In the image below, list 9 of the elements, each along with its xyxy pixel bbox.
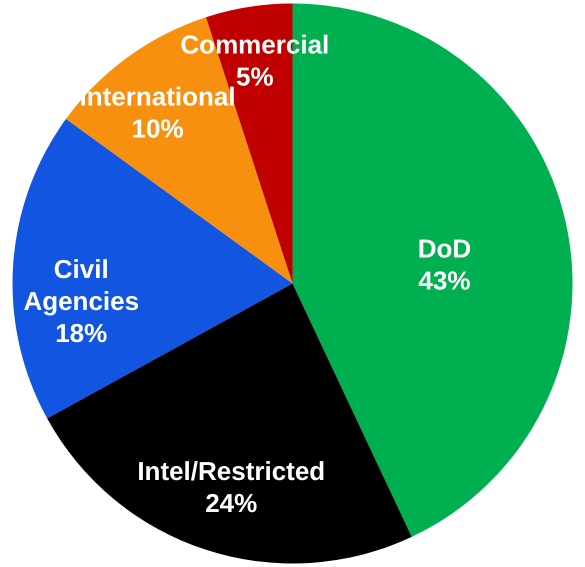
data-label: 43%	[418, 266, 470, 296]
slice-label: Intel/Restricted	[137, 456, 326, 486]
pie-slice	[12, 118, 292, 418]
data-label: 5%	[236, 62, 274, 92]
data-label: 10%	[132, 114, 184, 144]
data-label: 24%	[205, 488, 258, 518]
slice-label: Civil Agencies	[23, 254, 140, 316]
slice-label: DoD	[418, 234, 472, 264]
data-label: 18%	[55, 318, 108, 348]
